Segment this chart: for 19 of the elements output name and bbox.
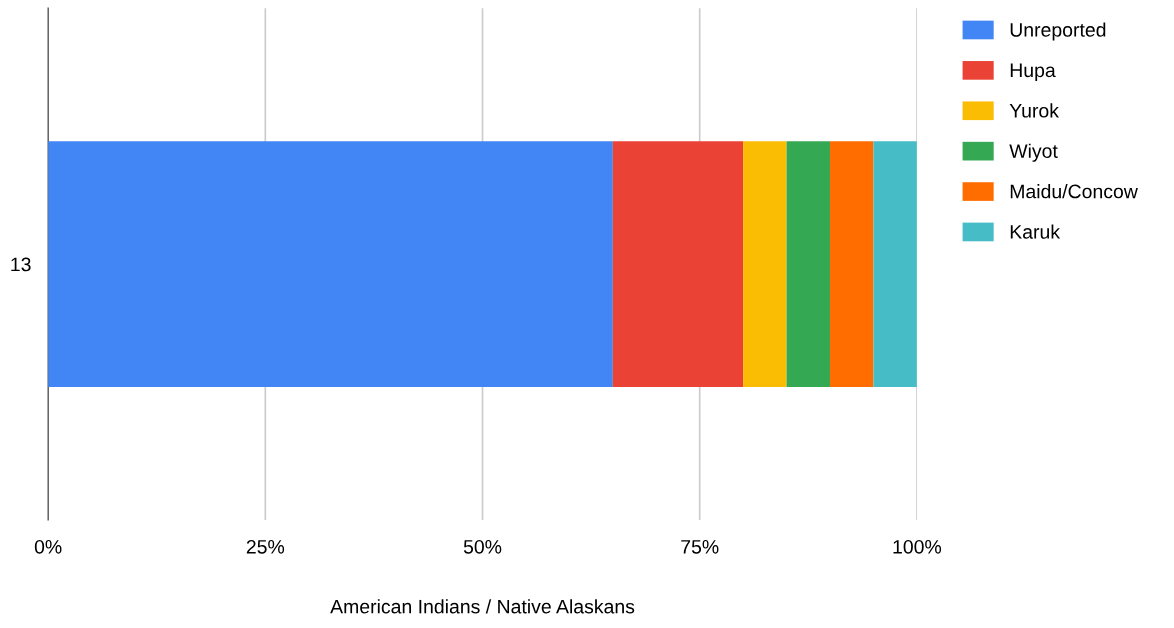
legend-label: Wiyot [1009, 143, 1058, 162]
x-axis-title: American Indians / Native Alaskans [330, 599, 635, 614]
legend-label: Hupa [1010, 63, 1056, 82]
x-tick-label: 25% [246, 539, 285, 554]
x-tick-label: 100% [893, 539, 942, 554]
y-tick-label: 13 [11, 257, 31, 272]
bar [48, 141, 613, 387]
legend-label: Karuk [1010, 224, 1061, 239]
bar [612, 141, 744, 387]
legend-label: Maidu/Concow [1010, 184, 1138, 199]
bar [786, 141, 831, 387]
bar [743, 141, 787, 387]
legend-label: Unreported [1010, 22, 1106, 41]
bar [873, 141, 917, 387]
x-tick-label: 50% [463, 539, 502, 554]
x-tick-label: 0% [34, 539, 62, 554]
legend-label: Yurok [1009, 103, 1059, 118]
x-tick-label: 75% [681, 540, 719, 554]
bar [830, 141, 874, 387]
